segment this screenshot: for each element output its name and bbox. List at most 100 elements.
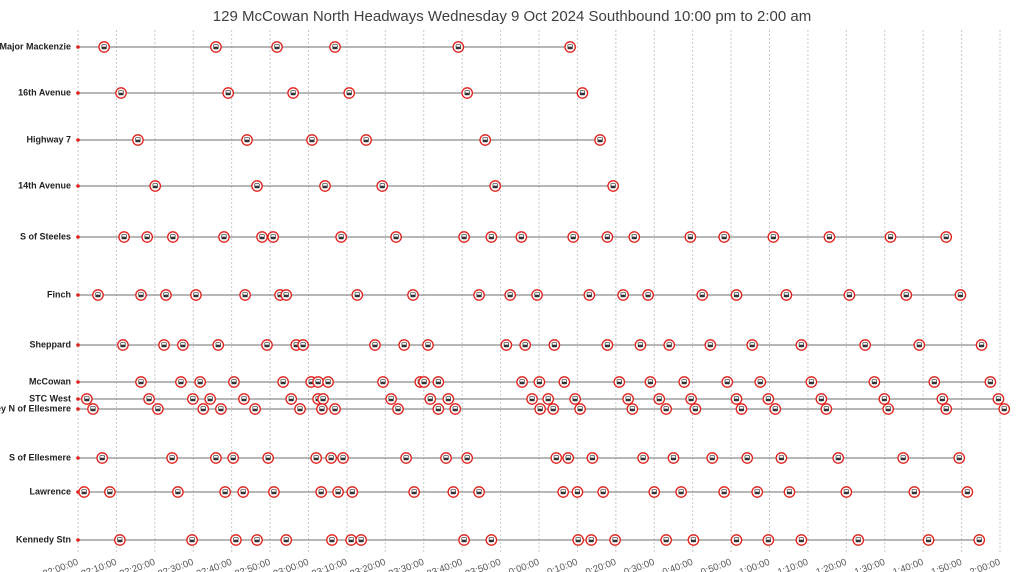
bus-marker — [741, 452, 754, 464]
bus-marker — [256, 231, 268, 243]
bus-window — [519, 234, 524, 237]
bus-marker — [319, 180, 331, 192]
bus-marker — [285, 393, 298, 405]
bus-window — [82, 489, 87, 492]
bus-marker — [642, 289, 654, 301]
bus-window — [411, 292, 415, 295]
bus-marker — [882, 403, 895, 415]
bus-window — [349, 537, 354, 540]
row-label: S of Steeles — [20, 231, 71, 241]
bus-marker — [622, 393, 634, 405]
bus-window — [483, 137, 488, 140]
bus-marker — [306, 134, 318, 146]
bus-window — [734, 537, 739, 540]
x-tick-label: 23:30:00 — [387, 557, 426, 572]
bus-window — [632, 234, 637, 237]
bus-marker — [975, 339, 988, 351]
bus-window — [190, 537, 194, 540]
bus-marker — [613, 376, 626, 388]
bus-marker — [442, 393, 455, 405]
bus-marker — [167, 231, 179, 243]
bus-marker — [418, 376, 430, 388]
bus-window — [451, 489, 456, 492]
row-label: McCowan — [29, 376, 71, 386]
bus-window — [708, 342, 713, 345]
bus-window — [241, 489, 246, 492]
bus-marker — [280, 534, 293, 546]
chart-title: 129 McCowan North Headways Wednesday 9 O… — [213, 8, 811, 25]
bus-marker — [746, 339, 759, 351]
bus-marker — [795, 534, 808, 546]
bus-marker — [251, 180, 263, 192]
bus-window — [617, 379, 622, 382]
bus-marker — [326, 534, 338, 546]
bus-marker — [550, 452, 563, 464]
bus-marker — [238, 393, 250, 405]
bus-marker — [936, 393, 949, 405]
bus-window — [436, 379, 441, 382]
row-label: 14th Avenue — [18, 180, 71, 190]
bus-window — [657, 396, 662, 399]
bus-marker — [329, 41, 341, 53]
bus-marker — [78, 486, 90, 498]
bus-window — [691, 537, 696, 540]
bus-window — [621, 292, 626, 295]
bus-window — [872, 379, 877, 382]
bus-marker — [859, 339, 872, 351]
row-label: STC West — [29, 393, 71, 403]
bus-window — [944, 406, 949, 409]
bus-window — [613, 537, 617, 540]
bus-window — [266, 455, 271, 458]
bus-window — [321, 396, 325, 399]
bus-window — [664, 406, 669, 409]
x-tick-label: 0:20:00 — [584, 557, 618, 572]
bus-marker — [485, 231, 498, 243]
bus-marker — [832, 452, 845, 464]
bus-window — [926, 537, 931, 540]
bus-window — [847, 292, 852, 295]
bus-window — [289, 396, 294, 399]
bus-marker — [190, 289, 202, 301]
bus-window — [722, 489, 727, 492]
bus-window — [96, 292, 100, 295]
bus-marker — [675, 486, 687, 498]
bus-marker — [780, 289, 793, 301]
bus-window — [734, 292, 739, 295]
bus-window — [243, 292, 248, 295]
row-label: Brimley N of Ellesmere — [0, 403, 71, 413]
bus-marker — [473, 289, 485, 301]
bus-window — [626, 396, 631, 399]
bus-window — [1002, 406, 1007, 409]
bus-marker — [407, 289, 419, 301]
bus-marker — [458, 231, 470, 243]
bus-marker — [571, 486, 584, 498]
bus-window — [119, 90, 123, 93]
bus-marker — [177, 339, 189, 351]
bus-window — [856, 537, 861, 540]
bus-marker — [735, 403, 748, 415]
bus-window — [462, 234, 466, 237]
bus-marker — [251, 534, 263, 546]
start-dot — [76, 380, 80, 384]
bus-marker — [204, 393, 217, 405]
bus-marker — [369, 339, 381, 351]
bus-window — [745, 455, 750, 458]
bus-window — [722, 234, 727, 237]
bus-marker — [452, 41, 465, 53]
bus-window — [552, 342, 557, 345]
bus-marker — [166, 452, 178, 464]
x-tick-label: 22:40:00 — [195, 557, 234, 572]
bus-window — [281, 379, 286, 382]
bus-marker — [310, 452, 323, 464]
bus-window — [944, 234, 949, 237]
bus-window — [787, 489, 792, 492]
bus-window — [710, 455, 715, 458]
bus-marker — [767, 231, 780, 243]
bus-window — [329, 455, 334, 458]
bus-marker — [940, 403, 953, 415]
bus-marker — [504, 289, 517, 301]
bus-window — [799, 342, 804, 345]
bus-window — [551, 406, 556, 409]
bus-window — [489, 234, 494, 237]
bus-marker — [210, 452, 222, 464]
